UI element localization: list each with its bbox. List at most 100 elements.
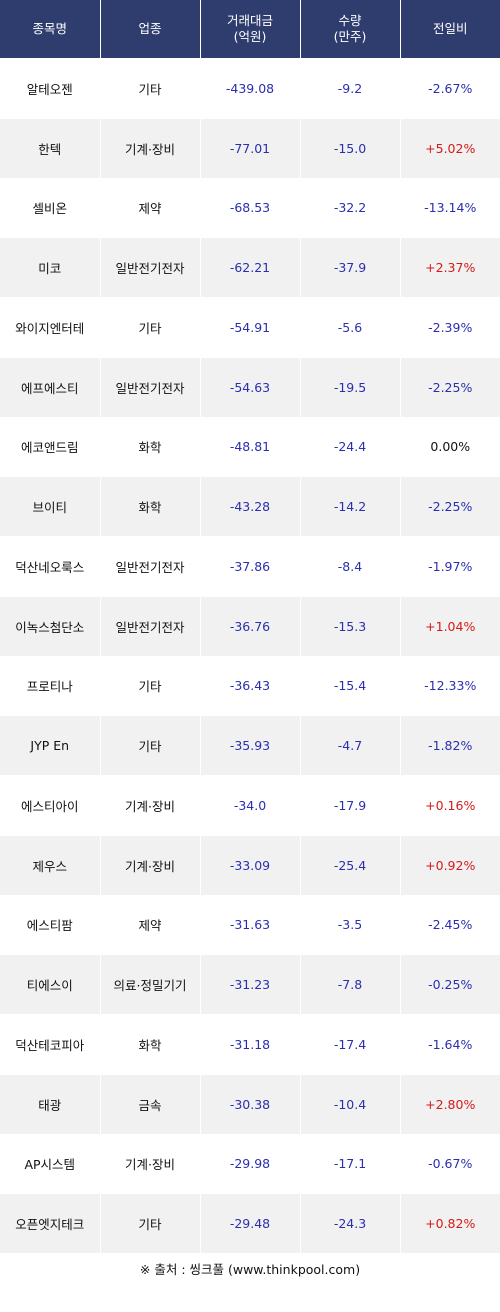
cell-change: -2.25% [400, 356, 500, 417]
cell-qty: -17.1 [300, 1133, 401, 1194]
stock-table: 종목명 업종 거래대금 (억원) 수량 (만주) 전일비 알테오젠 기타 -439.… [0, 0, 500, 1253]
cell-amount: -36.43 [200, 655, 301, 716]
table-row: 에코앤드림 화학 -48.81 -24.4 0.00% [0, 416, 500, 477]
table-row: 에프에스티 일반전기전자 -54.63 -19.5 -2.25% [0, 356, 500, 417]
table-row: 프로티나 기타 -36.43 -15.4 -12.33% [0, 655, 500, 716]
cell-sector: 의료·정밀기기 [100, 954, 201, 1015]
cell-qty: -37.9 [300, 237, 401, 298]
cell-qty: -8.4 [300, 536, 401, 597]
cell-amount: -34.0 [200, 775, 301, 836]
cell-name: 미코 [0, 237, 101, 298]
table-row: 셀비온 제약 -68.53 -32.2 -13.14% [0, 177, 500, 238]
cell-change: -2.45% [400, 894, 500, 955]
cell-amount: -31.18 [200, 1014, 301, 1075]
cell-name: 제우스 [0, 834, 101, 895]
cell-amount: -31.63 [200, 894, 301, 955]
table-row: 알테오젠 기타 -439.08 -9.2 -2.67% [0, 58, 500, 119]
cell-name: 에코앤드림 [0, 416, 101, 477]
cell-name: JYP En [0, 715, 101, 776]
cell-amount: -43.28 [200, 476, 301, 537]
cell-change: +5.02% [400, 117, 500, 178]
cell-name: 티에스이 [0, 954, 101, 1015]
cell-qty: -14.2 [300, 476, 401, 537]
cell-name: 알테오젠 [0, 58, 101, 119]
cell-qty: -15.0 [300, 117, 401, 178]
cell-name: 셀비온 [0, 177, 101, 238]
cell-sector: 일반전기전자 [100, 237, 201, 298]
table-row: 덕산테코피아 화학 -31.18 -17.4 -1.64% [0, 1014, 500, 1075]
cell-amount: -31.23 [200, 954, 301, 1015]
cell-amount: -68.53 [200, 177, 301, 238]
source-note: ※ 출처 : 씽크풀 (www.thinkpool.com) [139, 1262, 361, 1277]
cell-sector: 기계·장비 [100, 775, 201, 836]
cell-change: +2.37% [400, 237, 500, 298]
table-row: 태광 금속 -30.38 -10.4 +2.80% [0, 1073, 500, 1134]
table-row: 브이티 화학 -43.28 -14.2 -2.25% [0, 476, 500, 537]
cell-amount: -29.48 [200, 1193, 301, 1253]
header-amount: 거래대금 (억원) [200, 0, 301, 59]
table-row: JYP En 기타 -35.93 -4.7 -1.82% [0, 715, 500, 776]
cell-amount: -77.01 [200, 117, 301, 178]
table-row: 티에스이 의료·정밀기기 -31.23 -7.8 -0.25% [0, 954, 500, 1015]
cell-change: 0.00% [400, 416, 500, 477]
table-header: 종목명 업종 거래대금 (억원) 수량 (만주) 전일비 [0, 0, 500, 59]
cell-qty: -4.7 [300, 715, 401, 776]
cell-name: 에스티아이 [0, 775, 101, 836]
table-row: 제우스 기계·장비 -33.09 -25.4 +0.92% [0, 834, 500, 895]
table-row: 에스티아이 기계·장비 -34.0 -17.9 +0.16% [0, 775, 500, 836]
header-amount-label: 거래대금 [226, 13, 273, 28]
table-body: 알테오젠 기타 -439.08 -9.2 -2.67% 한텍 기계·장비 -77.01 -15.… [0, 58, 500, 1253]
cell-qty: -19.5 [300, 356, 401, 417]
cell-change: +0.16% [400, 775, 500, 836]
cell-qty: -24.4 [300, 416, 401, 477]
cell-name: 한텍 [0, 117, 101, 178]
cell-sector: 기타 [100, 715, 201, 776]
cell-qty: -10.4 [300, 1073, 401, 1134]
cell-sector: 기타 [100, 655, 201, 716]
cell-sector: 제약 [100, 894, 201, 955]
cell-amount: -35.93 [200, 715, 301, 776]
cell-amount: -54.91 [200, 297, 301, 358]
cell-name: AP시스템 [0, 1133, 101, 1194]
header-qty: 수량 (만주) [300, 0, 401, 59]
header-name: 종목명 [0, 0, 101, 59]
header-qty-unit: (만주) [333, 29, 367, 44]
cell-amount: -54.63 [200, 356, 301, 417]
header-amount-unit: (억원) [233, 29, 267, 44]
header-sector: 업종 [100, 0, 201, 59]
table-row: 오픈엣지테크 기타 -29.48 -24.3 +0.82% [0, 1193, 500, 1253]
table-row: 한텍 기계·장비 -77.01 -15.0 +5.02% [0, 117, 500, 178]
cell-change: -0.67% [400, 1133, 500, 1194]
cell-name: 덕산테코피아 [0, 1014, 101, 1075]
table-row: 미코 일반전기전자 -62.21 -37.9 +2.37% [0, 237, 500, 298]
cell-sector: 기계·장비 [100, 1133, 201, 1194]
cell-sector: 기타 [100, 58, 201, 119]
cell-sector: 금속 [100, 1073, 201, 1134]
cell-qty: -7.8 [300, 954, 401, 1015]
table-row: 덕산네오룩스 일반전기전자 -37.86 -8.4 -1.97% [0, 536, 500, 597]
cell-name: 에스티팜 [0, 894, 101, 955]
cell-sector: 일반전기전자 [100, 356, 201, 417]
cell-amount: -30.38 [200, 1073, 301, 1134]
cell-amount: -33.09 [200, 834, 301, 895]
cell-change: +2.80% [400, 1073, 500, 1134]
cell-sector: 기계·장비 [100, 117, 201, 178]
cell-change: +0.92% [400, 834, 500, 895]
cell-name: 브이티 [0, 476, 101, 537]
cell-qty: -17.9 [300, 775, 401, 836]
cell-name: 태광 [0, 1073, 101, 1134]
cell-sector: 기타 [100, 1193, 201, 1253]
cell-qty: -17.4 [300, 1014, 401, 1075]
cell-change: -12.33% [400, 655, 500, 716]
cell-change: -1.97% [400, 536, 500, 597]
cell-sector: 화학 [100, 416, 201, 477]
cell-change: -0.25% [400, 954, 500, 1015]
cell-name: 덕산네오룩스 [0, 536, 101, 597]
cell-amount: -37.86 [200, 536, 301, 597]
cell-change: -1.82% [400, 715, 500, 776]
cell-qty: -24.3 [300, 1193, 401, 1253]
cell-name: 오픈엣지테크 [0, 1193, 101, 1253]
cell-name: 에프에스티 [0, 356, 101, 417]
cell-qty: -15.3 [300, 595, 401, 656]
